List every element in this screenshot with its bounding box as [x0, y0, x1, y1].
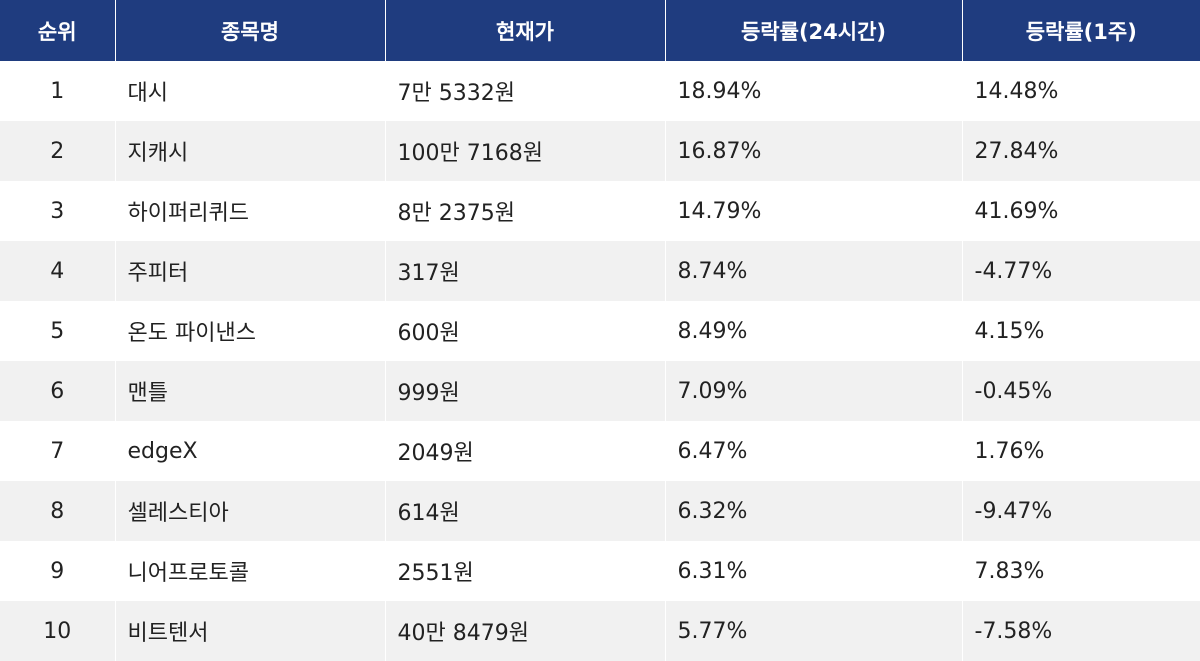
rank-cell: 2: [0, 121, 116, 181]
table-row: 3 하이퍼리퀴드 8만 2375원 14.79% 41.69%: [0, 181, 1200, 241]
table-row: 9 니어프로토콜 2551원 6.31% 7.83%: [0, 541, 1200, 601]
price-cell: 614원: [385, 481, 666, 541]
rank-cell: 9: [0, 541, 116, 601]
price-cell: 600원: [385, 301, 666, 361]
price-cell: 999원: [385, 361, 666, 421]
table-row: 7 edgeX 2049원 6.47% 1.76%: [0, 421, 1200, 481]
change-1w-cell: -9.47%: [962, 481, 1200, 541]
change-1w-cell: -4.77%: [962, 241, 1200, 301]
column-header-rank: 순위: [0, 0, 116, 61]
table-row: 10 비트텐서 40만 8479원 5.77% -7.58%: [0, 601, 1200, 661]
name-cell: 셀레스티아: [115, 481, 386, 541]
rank-cell: 7: [0, 421, 116, 481]
table-row: 8 셀레스티아 614원 6.32% -9.47%: [0, 481, 1200, 541]
rank-cell: 1: [0, 61, 116, 121]
change-1w-cell: 41.69%: [962, 181, 1200, 241]
table-row: 1 대시 7만 5332원 18.94% 14.48%: [0, 61, 1200, 121]
rank-cell: 4: [0, 241, 116, 301]
change-24h-cell: 8.74%: [665, 241, 963, 301]
name-cell: 대시: [115, 61, 386, 121]
change-1w-cell: -7.58%: [962, 601, 1200, 661]
price-cell: 100만 7168원: [385, 121, 666, 181]
change-24h-cell: 16.87%: [665, 121, 963, 181]
rank-cell: 5: [0, 301, 116, 361]
name-cell: 하이퍼리퀴드: [115, 181, 386, 241]
change-1w-cell: 27.84%: [962, 121, 1200, 181]
change-24h-cell: 6.47%: [665, 421, 963, 481]
column-header-change-24h: 등락률(24시간): [665, 0, 963, 61]
name-cell: edgeX: [115, 421, 386, 481]
price-cell: 2551원: [385, 541, 666, 601]
rank-cell: 3: [0, 181, 116, 241]
name-cell: 비트텐서: [115, 601, 386, 661]
price-cell: 7만 5332원: [385, 61, 666, 121]
column-header-change-1w: 등락률(1주): [962, 0, 1200, 61]
name-cell: 온도 파이낸스: [115, 301, 386, 361]
table-row: 6 맨틀 999원 7.09% -0.45%: [0, 361, 1200, 421]
table-body: 1 대시 7만 5332원 18.94% 14.48% 2 지캐시 100만 7…: [0, 61, 1200, 661]
change-24h-cell: 7.09%: [665, 361, 963, 421]
rank-cell: 6: [0, 361, 116, 421]
change-24h-cell: 5.77%: [665, 601, 963, 661]
change-1w-cell: 4.15%: [962, 301, 1200, 361]
change-24h-cell: 6.31%: [665, 541, 963, 601]
table-row: 2 지캐시 100만 7168원 16.87% 27.84%: [0, 121, 1200, 181]
table-header: 순위 종목명 현재가 등락률(24시간) 등락률(1주): [0, 0, 1200, 61]
table-row: 5 온도 파이낸스 600원 8.49% 4.15%: [0, 301, 1200, 361]
change-1w-cell: -0.45%: [962, 361, 1200, 421]
table-row: 4 주피터 317원 8.74% -4.77%: [0, 241, 1200, 301]
column-header-price: 현재가: [385, 0, 666, 61]
price-cell: 8만 2375원: [385, 181, 666, 241]
column-header-name: 종목명: [115, 0, 386, 61]
change-1w-cell: 1.76%: [962, 421, 1200, 481]
name-cell: 주피터: [115, 241, 386, 301]
change-1w-cell: 14.48%: [962, 61, 1200, 121]
header-row: 순위 종목명 현재가 등락률(24시간) 등락률(1주): [0, 0, 1200, 61]
rank-cell: 8: [0, 481, 116, 541]
price-cell: 40만 8479원: [385, 601, 666, 661]
change-24h-cell: 18.94%: [665, 61, 963, 121]
price-cell: 317원: [385, 241, 666, 301]
rank-cell: 10: [0, 601, 116, 661]
price-cell: 2049원: [385, 421, 666, 481]
name-cell: 맨틀: [115, 361, 386, 421]
change-1w-cell: 7.83%: [962, 541, 1200, 601]
change-24h-cell: 14.79%: [665, 181, 963, 241]
name-cell: 니어프로토콜: [115, 541, 386, 601]
change-24h-cell: 6.32%: [665, 481, 963, 541]
name-cell: 지캐시: [115, 121, 386, 181]
change-24h-cell: 8.49%: [665, 301, 963, 361]
